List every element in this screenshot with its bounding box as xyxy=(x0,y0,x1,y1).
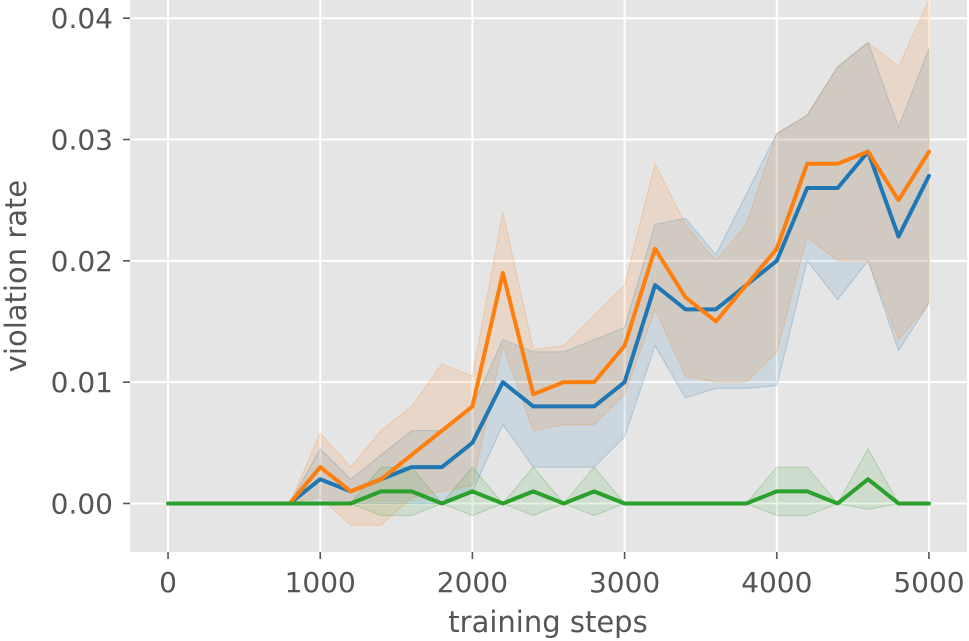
y-tick-label: 0.03 xyxy=(51,124,113,157)
series-line-1 xyxy=(166,149,931,506)
y-tick-label: 0.04 xyxy=(51,2,113,35)
gridlines xyxy=(130,0,967,552)
y-tick-label: 0.01 xyxy=(51,366,113,399)
x-tick-label: 4000 xyxy=(741,566,812,599)
x-tick-label: 3000 xyxy=(589,566,660,599)
series-lines xyxy=(166,149,931,506)
series-line-2 xyxy=(166,477,931,506)
x-tick-label: 5000 xyxy=(893,566,964,599)
x-tick-label: 0 xyxy=(159,566,177,599)
x-tick-label: 2000 xyxy=(437,566,508,599)
x-axis-ticks: 0 1000 2000 3000 4000 5000 xyxy=(159,552,965,599)
y-tick-label: 0.00 xyxy=(51,487,113,520)
y-axis-label: violation rate xyxy=(0,180,33,372)
x-tick-label: 1000 xyxy=(285,566,356,599)
x-axis-label: training steps xyxy=(448,605,647,639)
plot-area-background xyxy=(130,0,967,552)
y-axis-ticks: 0.00 0.01 0.02 0.03 0.04 xyxy=(51,2,130,520)
y-tick-label: 0.02 xyxy=(51,245,113,278)
